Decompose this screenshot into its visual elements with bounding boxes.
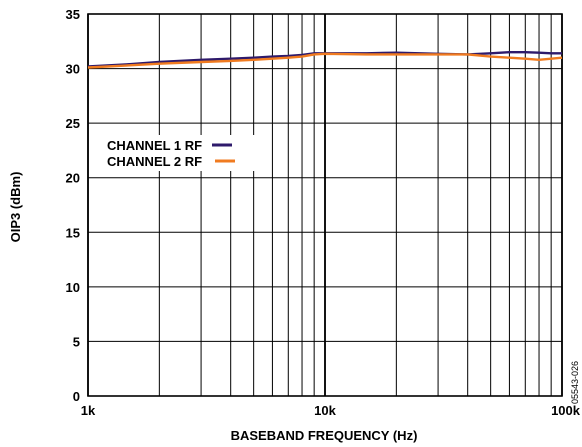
y-tick-label: 10 — [66, 280, 80, 295]
grid — [87, 13, 563, 397]
legend-label-channel-2: CHANNEL 2 RF — [107, 154, 202, 169]
y-tick-label: 20 — [66, 171, 80, 186]
x-axis-title: BASEBAND FREQUENCY (Hz) — [231, 428, 418, 443]
figure-id: 05543-026 — [570, 361, 580, 404]
y-tick-label: 35 — [66, 7, 80, 22]
x-tick-label: 1k — [81, 403, 96, 418]
y-tick-label: 5 — [73, 334, 80, 349]
y-tick-label: 15 — [66, 225, 80, 240]
legend-label-channel-1: CHANNEL 1 RF — [107, 138, 202, 153]
y-tick-label: 30 — [66, 62, 80, 77]
series-lines — [87, 51, 563, 69]
y-tick-label: 0 — [73, 389, 80, 404]
x-tick-label: 10k — [314, 403, 336, 418]
plot-frame — [87, 13, 563, 397]
legend-background — [103, 135, 255, 171]
y-axis-title: OIP3 (dBm) — [8, 172, 23, 243]
series-line-channel-2 — [87, 52, 563, 69]
y-tick-label: 25 — [66, 116, 80, 131]
tick-labels: 0 5 10 15 20 25 30 35 1k 10k 100k — [66, 7, 581, 418]
legend: CHANNEL 1 RF CHANNEL 2 RF — [103, 135, 255, 171]
x-tick-label: 100k — [551, 403, 581, 418]
